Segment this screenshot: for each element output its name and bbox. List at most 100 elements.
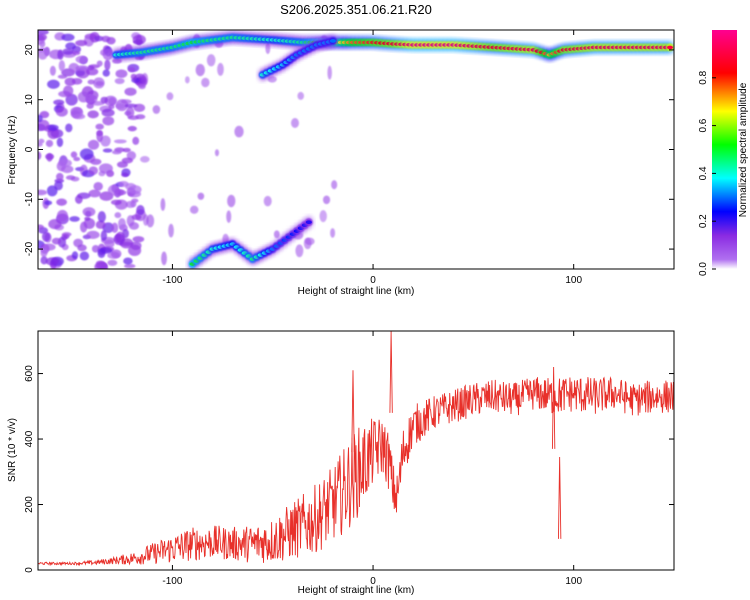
noise-blob <box>38 151 42 160</box>
noise-blob <box>111 150 122 155</box>
noise-blob <box>197 192 205 200</box>
noise-blob <box>87 79 95 85</box>
noise-blob <box>124 263 136 269</box>
noise-blob <box>121 172 129 177</box>
spectrogram-ytick-label: -10 <box>24 192 35 207</box>
noise-blob <box>98 163 113 174</box>
noise-blob <box>61 232 72 237</box>
noise-blob <box>114 77 125 85</box>
spectrogram-ylabel: Frequency (Hz) <box>7 116 18 185</box>
snr-spike <box>557 457 562 539</box>
snr-xlabel: Height of straight line (km) <box>298 585 415 596</box>
noise-blob <box>189 205 199 214</box>
snr-xtick-label: 100 <box>565 576 582 587</box>
noise-blob <box>104 239 115 248</box>
noise-blob <box>99 262 108 269</box>
snr-ytick-label: 400 <box>24 430 35 447</box>
noise-blob <box>152 105 161 114</box>
noise-blob <box>123 257 133 265</box>
noise-blob <box>87 139 100 150</box>
noise-blob <box>49 65 56 76</box>
noise-blob <box>95 81 104 86</box>
noise-blob <box>97 211 106 223</box>
noise-blob <box>88 166 99 175</box>
noise-blob <box>85 67 99 76</box>
noise-blob <box>102 148 113 153</box>
noise-blob <box>75 55 88 64</box>
noise-blob <box>322 195 331 205</box>
noise-blob <box>57 49 64 60</box>
noise-blob <box>114 188 125 196</box>
noise-blob <box>48 218 62 230</box>
noise-blob <box>124 103 138 108</box>
noise-blob <box>201 77 210 88</box>
noise-blob <box>131 198 139 203</box>
noise-blob <box>63 85 74 97</box>
noise-blob <box>38 119 50 131</box>
noise-blob <box>234 125 244 138</box>
noise-blob <box>87 110 99 119</box>
noise-blob <box>104 59 111 71</box>
noise-blob <box>132 136 140 145</box>
noise-blob <box>93 182 103 191</box>
noise-blob <box>47 127 60 140</box>
noise-blob <box>127 67 136 73</box>
noise-blob <box>65 175 76 180</box>
snr-xtick-label: -100 <box>162 576 182 587</box>
noise-blob <box>263 195 272 207</box>
noise-blob <box>86 102 94 109</box>
noise-blob <box>141 73 149 86</box>
noise-blob <box>110 249 122 259</box>
noise-blob <box>73 113 86 120</box>
colorbar: 0.0 0.2 0.4 0.6 0.8 Normalized spectral ampl… <box>698 30 749 276</box>
noise-blob <box>85 94 98 104</box>
colorbar-tick-label: 0.8 <box>698 70 709 84</box>
spectrogram-heatmap <box>38 30 674 269</box>
noise-blob <box>56 209 68 222</box>
noise-blob <box>118 218 126 230</box>
noise-blob <box>206 54 216 67</box>
noise-blob <box>146 214 155 228</box>
noise-blob <box>185 76 190 84</box>
noise-blob <box>166 92 174 101</box>
snr-series <box>38 331 674 567</box>
noise-blob <box>114 234 122 243</box>
noise-blob <box>131 214 142 221</box>
noise-blob <box>68 62 80 73</box>
noise-blob <box>160 198 166 211</box>
noise-blob <box>132 39 144 45</box>
noise-blob <box>102 48 114 61</box>
noise-blob <box>95 220 106 229</box>
noise-blob <box>108 104 115 110</box>
main-ridge-core <box>666 45 673 50</box>
noise-blob <box>84 216 91 221</box>
noise-blob <box>54 180 63 191</box>
noise-blob <box>38 224 44 230</box>
noise-blob <box>73 156 81 162</box>
noise-blob <box>51 237 62 245</box>
noise-blob <box>100 230 108 242</box>
snr-ytick-label: 600 <box>24 365 35 382</box>
noise-blob <box>124 87 137 96</box>
snr-panel: -100 0 100 0 200 400 600 Height of straight li… <box>7 330 675 596</box>
noise-blob <box>104 95 118 107</box>
noise-blob <box>65 42 77 50</box>
noise-blob <box>132 236 145 243</box>
noise-blob <box>101 35 111 43</box>
noise-blob <box>82 207 96 217</box>
noise-blob <box>41 231 51 242</box>
noise-blob <box>55 107 68 117</box>
noise-blob <box>56 198 67 206</box>
colorbar-tick-label: 0.4 <box>698 166 709 180</box>
noise-blob <box>118 181 129 188</box>
noise-blob <box>61 33 75 42</box>
noise-blob <box>45 257 60 266</box>
snr-frame <box>37 330 675 571</box>
noise-blob <box>127 125 137 132</box>
chart-title: S206.2025.351.06.21.R20 <box>280 2 432 17</box>
noise-blob <box>297 91 305 100</box>
noise-blob <box>65 93 78 106</box>
noise-blob <box>79 221 88 233</box>
noise-blob <box>58 60 66 72</box>
noise-blob <box>56 172 64 181</box>
